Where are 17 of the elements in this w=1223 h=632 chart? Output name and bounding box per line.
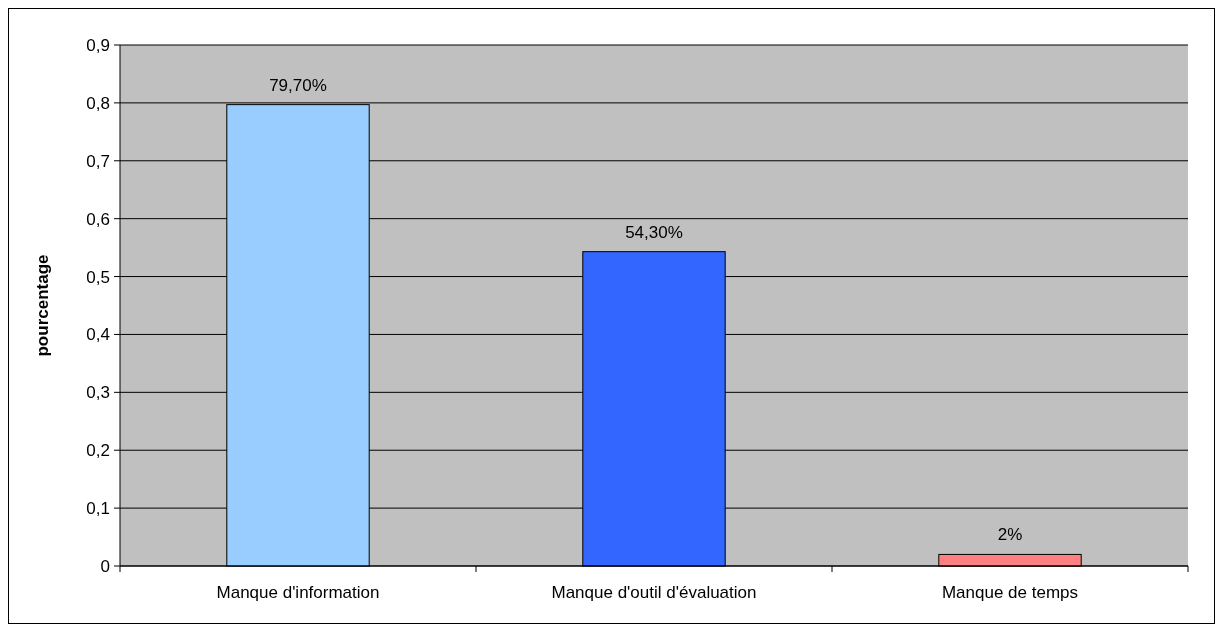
data-label: 54,30% [625,222,683,242]
x-tick-label: Manque d'outil d'évaluation [551,583,757,602]
y-tick-label: 0,5 [86,267,110,287]
y-tick-label: 0,3 [86,383,110,403]
y-tick-label: 0,9 [86,35,110,55]
data-label: 79,70% [269,75,327,95]
y-tick-label: 0,2 [86,441,110,461]
y-tick-label: 0,1 [86,499,110,519]
y-tick-label: 0,4 [86,325,110,345]
y-tick-label: 0 [100,556,110,576]
x-tick-label: Manque de temps [941,583,1079,602]
x-tick-label: Manque d'information [216,583,380,602]
y-tick-label: 0,7 [86,151,110,171]
y-tick-label: 0,8 [86,93,110,113]
y-axis-title: pourcentage [33,254,52,357]
data-label: 2% [997,525,1023,545]
y-tick-label: 0,6 [86,209,110,229]
